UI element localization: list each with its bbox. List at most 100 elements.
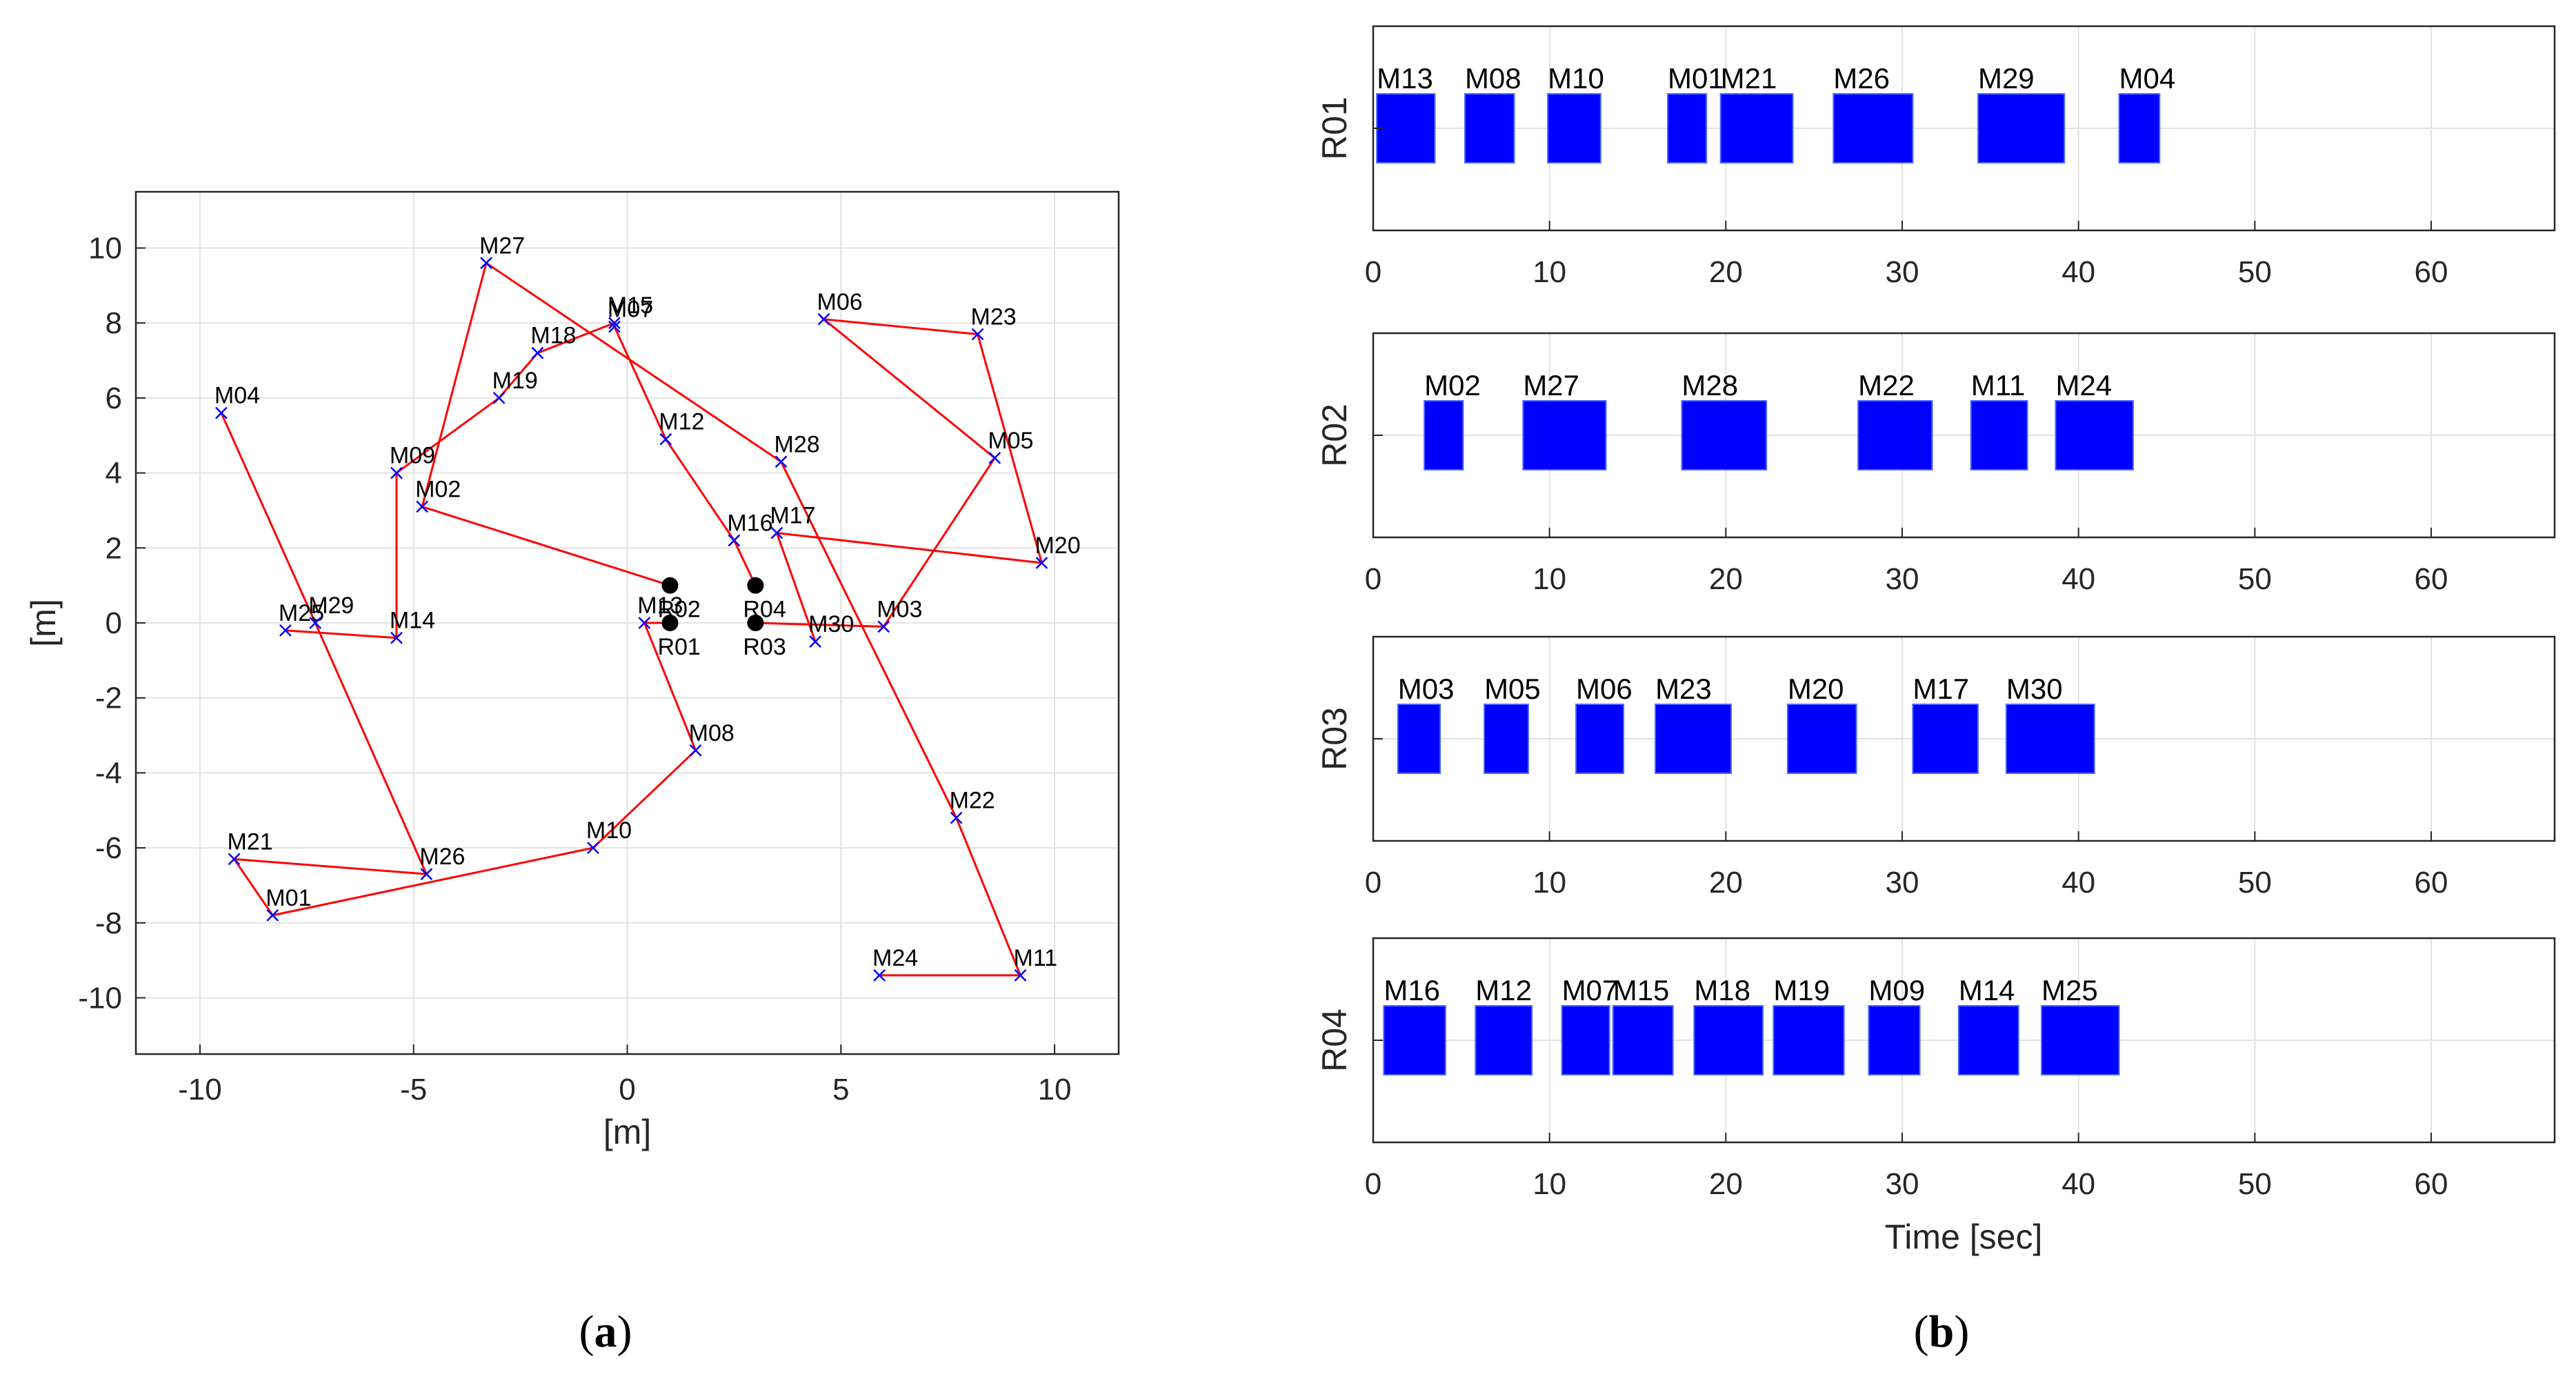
tick-label-x: 0 <box>619 1073 635 1106</box>
task-bar-label-m15: M15 <box>1613 974 1670 1006</box>
tick-label-x: 40 <box>2061 255 2095 289</box>
task-label-m11: M11 <box>1014 945 1058 971</box>
task-bar-m03 <box>1397 704 1441 774</box>
task-marker-m09 <box>390 466 403 479</box>
robot-label-r04: R04 <box>743 597 786 623</box>
robot-marker-r02 <box>661 577 679 594</box>
robot-label-r01: R01 <box>657 634 700 660</box>
task-bar-m24 <box>2055 400 2134 470</box>
task-label-m08: M08 <box>689 720 735 746</box>
task-bar-m11 <box>1970 400 2028 470</box>
tick-label-x: 60 <box>2415 255 2448 289</box>
tick-label-x: 40 <box>2061 1167 2095 1201</box>
task-bar-m22 <box>1857 400 1933 470</box>
tick-label-x: 40 <box>2061 866 2095 900</box>
task-bar-m07 <box>1561 1005 1610 1075</box>
robot-marker-r01 <box>661 615 679 631</box>
task-marker-m29 <box>309 617 322 629</box>
task-bar-label-m21: M21 <box>1721 62 1777 95</box>
tick-label-x: 60 <box>2415 562 2448 596</box>
task-marker-m14 <box>390 631 403 644</box>
caption-a: (a) <box>579 1307 632 1357</box>
tick-label-y: 10 <box>88 232 122 266</box>
tick-label-x: 10 <box>1532 866 1566 900</box>
task-bar-label-m18: M18 <box>1694 974 1750 1006</box>
task-bar-m08 <box>1464 93 1515 163</box>
task-bar-m13 <box>1376 93 1436 163</box>
task-bar-m30 <box>2005 704 2095 774</box>
task-bar-label-m30: M30 <box>2006 673 2063 705</box>
y-axis-label-r04: R04 <box>1315 1009 1354 1072</box>
task-bar-label-m03: M03 <box>1398 673 1455 705</box>
y-axis-label-r02: R02 <box>1315 404 1354 467</box>
task-label-m09: M09 <box>390 443 435 469</box>
task-label-m30: M30 <box>808 611 854 637</box>
task-label-m16: M16 <box>727 510 772 536</box>
task-bar-label-m25: M25 <box>2041 974 2098 1006</box>
route-r03 <box>755 317 1044 642</box>
task-bar-m25 <box>2040 1005 2120 1075</box>
task-bar-label-m27: M27 <box>1523 369 1579 401</box>
tick-label-x: 40 <box>2061 562 2095 596</box>
task-label-m03: M03 <box>877 596 922 622</box>
task-bar-m23 <box>1655 704 1733 774</box>
tick-label-x: 60 <box>2415 866 2448 900</box>
tick-label-x: 20 <box>1709 866 1743 900</box>
tick-label-x: 10 <box>1532 255 1566 289</box>
task-bar-m16 <box>1383 1005 1446 1075</box>
task-label-m01: M01 <box>266 885 311 911</box>
y-axis-label-r03: R03 <box>1315 707 1354 771</box>
robot-marker-r03 <box>747 615 764 631</box>
task-bar-label-m09: M09 <box>1868 974 1925 1006</box>
task-label-m17: M17 <box>770 503 815 529</box>
task-bar-m12 <box>1475 1005 1533 1075</box>
x-axis-label-b: Time [sec] <box>1885 1218 2043 1256</box>
task-bar-label-m22: M22 <box>1858 369 1915 401</box>
task-label-m18: M18 <box>530 323 576 349</box>
task-label-m19: M19 <box>492 368 538 394</box>
task-marker-m24 <box>873 969 886 982</box>
tick-label-x: 20 <box>1709 255 1743 289</box>
task-bar-label-m26: M26 <box>1833 62 1890 95</box>
task-label-m02: M02 <box>415 477 461 503</box>
tick-label-x: 50 <box>2238 255 2272 289</box>
task-bar-m21 <box>1719 93 1794 163</box>
task-bar-label-m02: M02 <box>1424 369 1481 401</box>
task-marker-m11 <box>1014 969 1027 982</box>
task-bar-label-m11: M11 <box>1971 369 2026 401</box>
task-bar-label-m16: M16 <box>1384 974 1440 1006</box>
tick-label-x: 50 <box>2238 866 2272 900</box>
task-bar-label-m01: M01 <box>1668 62 1724 95</box>
task-label-m24: M24 <box>872 945 918 971</box>
task-label-m27: M27 <box>479 232 525 259</box>
route-map-panel: M01 M02 M03 M04 M05 M06 M07 M08 M09 M10 M11 M12 M13 M… <box>24 190 1120 1151</box>
task-label-m06: M06 <box>817 289 863 315</box>
task-bar-m04 <box>2118 93 2161 163</box>
task-label-m12: M12 <box>659 409 704 435</box>
x-axis-label-a: [m] <box>603 1113 651 1151</box>
task-bar-m01 <box>1666 93 1708 163</box>
task-bar-m09 <box>1868 1005 1921 1075</box>
tick-label-x: 50 <box>2238 1167 2272 1201</box>
tick-label-x: 30 <box>1886 562 1919 596</box>
task-label-m04: M04 <box>214 383 260 409</box>
task-label-m05: M05 <box>988 428 1033 454</box>
task-marker-m05 <box>988 451 1001 464</box>
task-marker-m19 <box>492 392 506 404</box>
task-marker-m18 <box>531 346 544 359</box>
tick-label-y: 4 <box>106 457 122 490</box>
task-label-m20: M20 <box>1035 533 1080 559</box>
tick-label-x: 20 <box>1709 1167 1743 1201</box>
tick-label-x: -5 <box>400 1073 427 1106</box>
task-bar-m29 <box>1977 93 2066 163</box>
task-marker-m17 <box>770 526 783 539</box>
tick-label-x: 30 <box>1886 1167 1919 1201</box>
tick-label-x: 0 <box>1365 255 1381 289</box>
tick-label-y: -2 <box>95 682 122 715</box>
robot-label-r03: R03 <box>743 634 786 660</box>
task-marker-m27 <box>480 257 492 270</box>
task-marker-m16 <box>728 534 741 547</box>
